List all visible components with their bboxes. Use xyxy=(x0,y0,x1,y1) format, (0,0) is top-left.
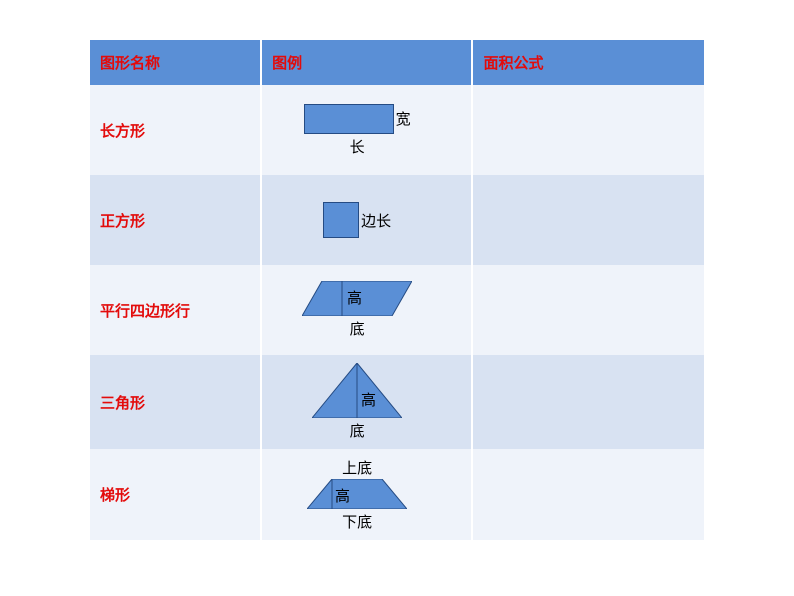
shape-diagram-parallelogram: 高 底 xyxy=(261,265,472,355)
formula-cell xyxy=(472,175,704,265)
label-top-base: 上底 xyxy=(342,457,372,478)
label-side: 边长 xyxy=(361,210,391,231)
table-row: 平行四边形行 高 底 xyxy=(90,265,704,355)
formula-cell xyxy=(472,355,704,449)
trapezoid-shape: 高 xyxy=(307,479,407,509)
triangle-shape: 高 xyxy=(312,363,402,418)
formula-cell xyxy=(472,265,704,355)
label-base: 底 xyxy=(350,318,365,339)
label-length: 长 xyxy=(350,136,365,157)
square-shape xyxy=(323,202,359,238)
shape-diagram-triangle: 高 底 xyxy=(261,355,472,449)
shapes-table: 图形名称 图例 面积公式 长方形 宽 长 正方形 边长 xyxy=(90,40,704,540)
header-formula: 面积公式 xyxy=(472,40,704,85)
label-height: 高 xyxy=(361,392,376,409)
label-height: 高 xyxy=(347,290,362,307)
header-diagram: 图例 xyxy=(261,40,472,85)
label-height: 高 xyxy=(335,488,350,505)
label-width: 宽 xyxy=(396,108,411,129)
table-header-row: 图形名称 图例 面积公式 xyxy=(90,40,704,85)
table-row: 梯形 上底 高 下底 xyxy=(90,449,704,540)
table-row: 长方形 宽 长 xyxy=(90,85,704,175)
table-row: 正方形 边长 xyxy=(90,175,704,265)
shape-name: 正方形 xyxy=(90,175,261,265)
label-bottom-base: 下底 xyxy=(342,511,372,532)
shape-diagram-rectangle: 宽 长 xyxy=(261,85,472,175)
formula-cell xyxy=(472,85,704,175)
shape-name: 梯形 xyxy=(90,449,261,540)
shape-diagram-trapezoid: 上底 高 下底 xyxy=(261,449,472,540)
header-name: 图形名称 xyxy=(90,40,261,85)
shape-name: 长方形 xyxy=(90,85,261,175)
shape-diagram-square: 边长 xyxy=(261,175,472,265)
rectangle-shape xyxy=(304,104,394,134)
shape-name: 平行四边形行 xyxy=(90,265,261,355)
shape-name: 三角形 xyxy=(90,355,261,449)
formula-cell xyxy=(472,449,704,540)
table-row: 三角形 高 底 xyxy=(90,355,704,449)
parallelogram-shape: 高 xyxy=(302,281,412,316)
label-base: 底 xyxy=(350,420,365,441)
